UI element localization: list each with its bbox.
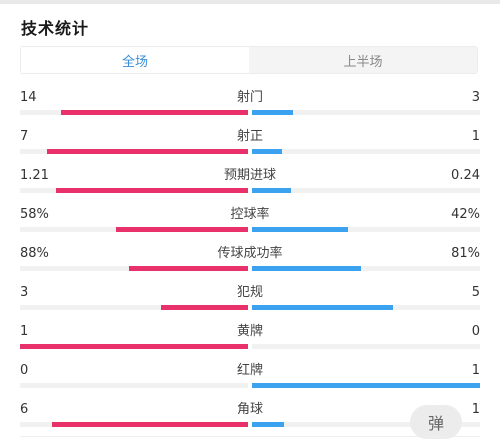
away-bar [252, 266, 361, 271]
away-value: 1 [471, 402, 480, 417]
tab-full-match[interactable]: 全场 [21, 47, 249, 73]
stat-row: 6 角球 1 [20, 401, 480, 439]
home-value: 6 [20, 402, 29, 417]
home-value: 14 [20, 90, 37, 105]
home-bar [56, 188, 248, 193]
away-bar-track [252, 149, 480, 154]
away-bar [252, 305, 393, 310]
away-bar-track [252, 422, 480, 427]
home-bar [61, 110, 248, 115]
stat-row: 1 黄牌 0 [20, 323, 480, 361]
stat-row: 7 射正 1 [20, 128, 480, 166]
danmaku-button[interactable]: 弹 [410, 405, 462, 439]
stat-name: 射正 [236, 129, 263, 144]
stat-name: 预期进球 [223, 168, 276, 183]
stat-row: 3 犯规 5 [20, 284, 480, 322]
stat-row: 1.21 预期进球 0.24 [20, 167, 480, 205]
home-bar [129, 266, 248, 271]
home-value: 7 [20, 129, 29, 144]
away-value: 3 [471, 90, 480, 105]
home-bar-track [20, 383, 248, 388]
home-value: 0 [20, 363, 29, 378]
away-bar-track [252, 344, 480, 349]
away-bar [252, 227, 348, 232]
away-value: 0.24 [451, 168, 480, 183]
stat-name: 角球 [236, 402, 263, 417]
away-bar [252, 383, 480, 388]
away-bar [252, 110, 293, 115]
away-value: 81% [451, 246, 480, 261]
home-bar [161, 305, 248, 310]
home-bar [52, 422, 248, 427]
away-bar [252, 188, 291, 193]
away-bar [252, 422, 284, 427]
home-value: 1.21 [20, 168, 49, 183]
away-bar-track [252, 227, 480, 232]
home-bar [47, 149, 248, 154]
stat-row: 0 红牌 1 [20, 362, 480, 400]
away-bar-track [252, 266, 480, 271]
page-title: 技术统计 [21, 19, 90, 38]
stat-row: 88% 传球成功率 81% [20, 245, 480, 283]
stat-name: 传球成功率 [217, 246, 283, 261]
stat-row: 14 射门 3 [20, 89, 480, 127]
stat-name: 犯规 [236, 285, 263, 300]
home-bar [20, 344, 248, 349]
stat-name: 红牌 [236, 363, 263, 378]
away-value: 42% [451, 207, 480, 222]
away-value: 5 [471, 285, 480, 300]
period-tabs: 全场 上半场 [20, 46, 478, 74]
top-divider [0, 0, 500, 4]
bottom-divider [20, 436, 480, 437]
home-value: 1 [20, 324, 29, 339]
away-bar [252, 149, 282, 154]
home-value: 58% [20, 207, 49, 222]
away-value: 1 [471, 363, 480, 378]
home-bar-track [20, 305, 248, 310]
tab-first-half[interactable]: 上半场 [343, 54, 383, 70]
stat-row: 58% 控球率 42% [20, 206, 480, 244]
away-bar-track [252, 188, 480, 193]
home-bar [116, 227, 248, 232]
stat-name: 黄牌 [236, 324, 263, 339]
home-value: 88% [20, 246, 49, 261]
home-value: 3 [20, 285, 29, 300]
stat-name: 控球率 [230, 207, 270, 222]
away-value: 0 [471, 324, 480, 339]
stat-name: 射门 [236, 90, 263, 105]
away-value: 1 [471, 129, 480, 144]
away-bar-track [252, 110, 480, 115]
